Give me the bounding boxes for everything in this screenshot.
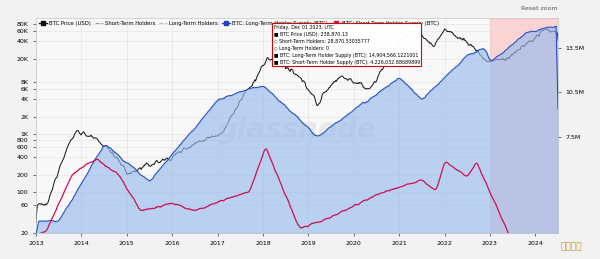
Text: Reset zoom: Reset zoom <box>521 6 558 11</box>
Legend: BTC Price (USD), Short-Term Holders, Long-Term Holders, BTC: Long-Term Holder Su: BTC Price (USD), Short-Term Holders, Lon… <box>37 19 442 28</box>
Text: 金色财经: 金色财经 <box>560 242 582 251</box>
Text: glassnode: glassnode <box>218 116 376 144</box>
Bar <box>490 18 558 233</box>
Text: Friday, Dec 01 2023, UTC
■ BTC Price (USD): 238,870.13
◇ Short-Term Holders: 28,: Friday, Dec 01 2023, UTC ■ BTC Price (US… <box>274 25 420 64</box>
